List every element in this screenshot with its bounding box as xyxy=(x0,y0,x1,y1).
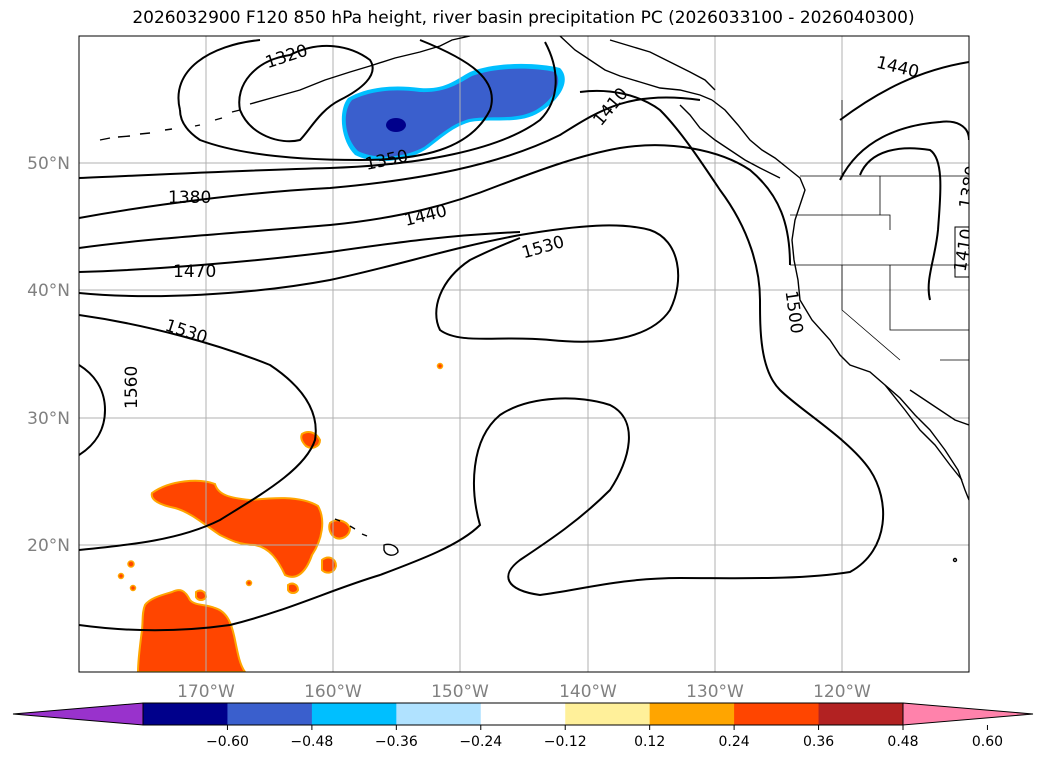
lon-label-130w: 130°W xyxy=(686,682,744,702)
latitude-labels: 50°N 40°N 30°N 20°N xyxy=(27,154,70,556)
coastlines xyxy=(99,36,969,563)
lat-label-30n: 30°N xyxy=(27,409,70,429)
colorbar-extend-low xyxy=(13,703,143,725)
colorbar-tick-label: −0.36 xyxy=(375,734,418,750)
gridlines xyxy=(79,36,969,672)
contour-label: 1560 xyxy=(122,366,142,409)
colorbar-cell xyxy=(734,703,820,725)
colorbar-tick-label: 0.60 xyxy=(972,734,1003,750)
map-frame xyxy=(78,35,970,673)
colorbar-tick-label: −0.48 xyxy=(290,734,333,750)
colorbar-tick-label: 0.36 xyxy=(803,734,834,750)
colorbar-cell xyxy=(649,703,735,725)
map-panel: 1320 1350 1380 1410 1440 1470 1530 1500 … xyxy=(79,36,969,672)
colorbar-extend-high xyxy=(903,703,1033,725)
colorbar-tick-label: −0.12 xyxy=(544,734,587,750)
positive-pc-region xyxy=(117,362,444,672)
colorbar-cell xyxy=(480,703,566,725)
longitude-labels: 170°W 160°W 150°W 140°W 130°W 120°W xyxy=(177,682,871,702)
lon-label-140w: 140°W xyxy=(559,682,617,702)
lon-label-160w: 160°W xyxy=(304,682,362,702)
colorbar-tick-label: 0.12 xyxy=(634,734,665,750)
colorbar-tick-label: −0.24 xyxy=(459,734,502,750)
colorbar-cell xyxy=(565,703,651,725)
lon-label-150w: 150°W xyxy=(431,682,489,702)
lon-label-170w: 170°W xyxy=(177,682,235,702)
colorbar-cell xyxy=(818,703,904,725)
colorbar-tick-label: 0.48 xyxy=(887,734,918,750)
lon-label-120w: 120°W xyxy=(813,682,871,702)
negative-pc-region xyxy=(341,63,565,162)
colorbar-tick-label: −0.60 xyxy=(206,734,249,750)
colorbar-cell xyxy=(143,703,228,725)
map-title: 2026032900 F120 850 hPa height, river ba… xyxy=(132,8,915,28)
lat-label-20n: 20°N xyxy=(27,536,70,556)
colorbar-cell xyxy=(396,703,482,725)
colorbar-cell xyxy=(227,703,313,725)
colorbar-tick-label: 0.24 xyxy=(719,734,750,750)
colorbar: −0.60 −0.48 −0.36 −0.24 −0.12 0.12 0.24 0.36 0.4… xyxy=(12,702,1034,750)
lat-label-40n: 40°N xyxy=(27,281,70,301)
contour-label: 1380 xyxy=(168,188,211,208)
coast-inset-box xyxy=(954,226,969,278)
lat-label-50n: 50°N xyxy=(27,154,70,174)
contour-label: 1470 xyxy=(173,262,216,282)
height-contours xyxy=(79,39,969,632)
strong-negative-core xyxy=(386,118,406,132)
colorbar-cell xyxy=(311,703,397,725)
